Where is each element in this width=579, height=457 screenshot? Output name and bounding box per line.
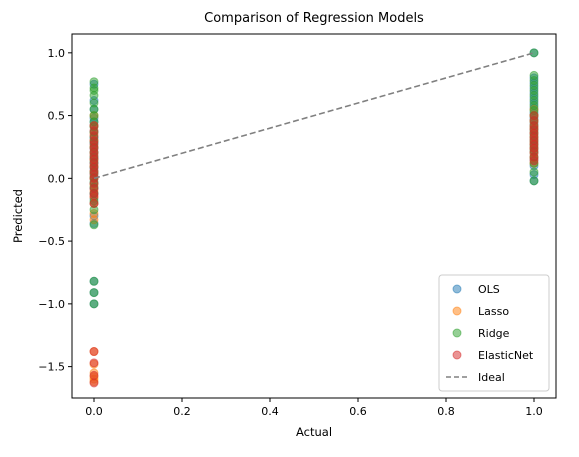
data-point <box>89 85 99 95</box>
series-ridge <box>89 48 539 309</box>
data-point <box>89 198 99 208</box>
y-tick-label: −0.5 <box>38 235 65 248</box>
y-tick-label: 0.0 <box>48 172 66 185</box>
y-tick-label: 1.0 <box>48 47 66 60</box>
data-point <box>89 370 99 380</box>
legend-label: Ideal <box>478 371 505 384</box>
x-tick-label: 0.2 <box>173 405 191 418</box>
data-point <box>89 299 99 309</box>
data-point <box>89 188 99 198</box>
axes-frame <box>71 33 557 399</box>
x-axis-label: Actual <box>296 425 332 439</box>
legend-label: ElasticNet <box>478 349 534 362</box>
legend-marker <box>452 284 462 294</box>
ideal-line <box>93 52 535 180</box>
data-point <box>529 156 539 166</box>
legend-marker <box>452 350 462 360</box>
plot-area <box>89 48 539 388</box>
data-point <box>89 276 99 286</box>
y-tick-label: −1.5 <box>38 361 65 374</box>
legend-label: Ridge <box>478 327 510 340</box>
data-point <box>89 347 99 357</box>
x-tick-label: 0.8 <box>437 405 455 418</box>
data-point <box>89 220 99 230</box>
legend-label: Lasso <box>478 305 509 318</box>
series-ols <box>89 48 539 309</box>
data-point <box>529 176 539 186</box>
chart-title: Comparison of Regression Models <box>204 11 424 26</box>
legend: OLS Lasso Ridge ElasticNet Ideal <box>438 274 550 392</box>
x-tick-label: 0.6 <box>349 405 367 418</box>
x-tick-label: 1.0 <box>525 405 543 418</box>
data-point <box>89 288 99 298</box>
legend-label: OLS <box>478 283 500 296</box>
data-point <box>89 358 99 368</box>
data-point <box>529 48 539 58</box>
y-tick-label: 0.5 <box>48 110 66 123</box>
y-tick-label: −1.0 <box>38 298 65 311</box>
data-point <box>529 167 539 177</box>
x-tick-label: 0.4 <box>261 405 279 418</box>
series-elasticnet <box>89 111 539 388</box>
data-point <box>89 378 99 388</box>
y-axis-label: Predicted <box>11 189 25 243</box>
legend-marker <box>452 306 462 316</box>
legend-marker <box>452 328 462 338</box>
legend-box <box>438 274 550 392</box>
axes: 0.0 0.2 0.4 0.6 0.8 1.0 −1.5 −1.0 −0.5 0.0 0.5 1.0 <box>38 33 557 418</box>
x-tick-label: 0.0 <box>85 405 103 418</box>
